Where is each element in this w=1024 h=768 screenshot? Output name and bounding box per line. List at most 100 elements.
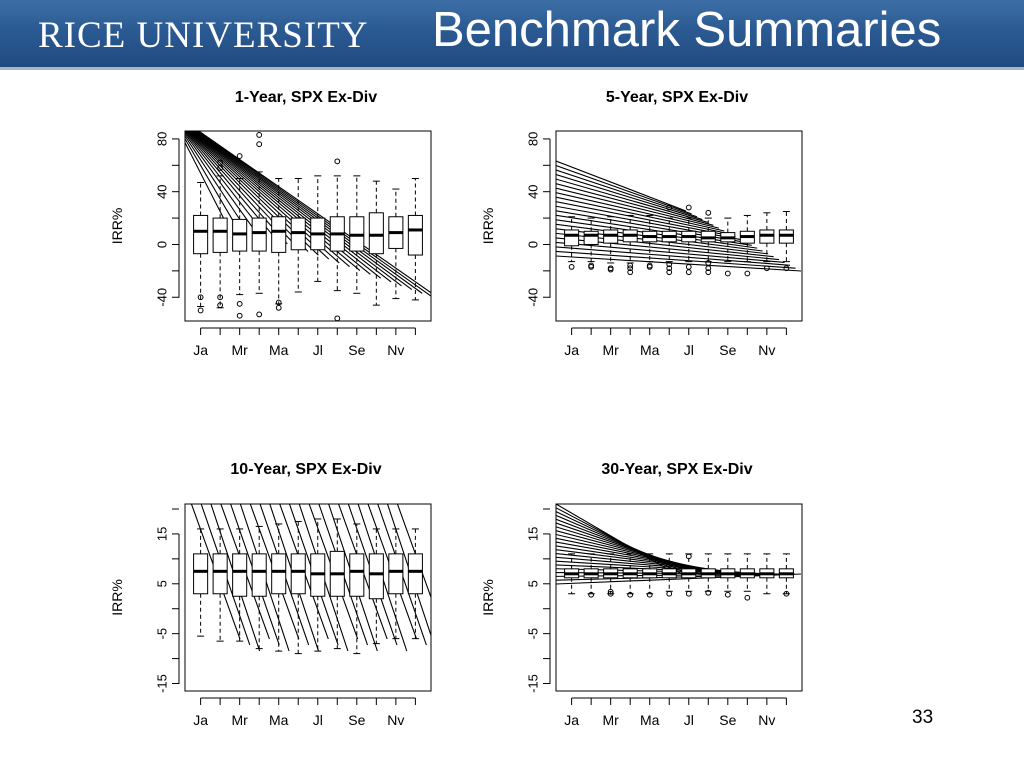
box-iqr xyxy=(407,553,423,595)
outlier-point xyxy=(724,591,731,598)
x-tick-label: Ja xyxy=(193,712,208,728)
y-axis: -15 -5 5 15 xyxy=(154,508,180,693)
x-tick-label: Nv xyxy=(387,712,404,728)
outlier-point xyxy=(627,262,634,269)
box-Apr xyxy=(622,214,638,276)
trajectory-line xyxy=(185,135,247,229)
y-tick-label: 80 xyxy=(154,132,169,146)
box-Dec xyxy=(407,178,423,301)
trajectory-line xyxy=(556,246,791,266)
outlier-point xyxy=(217,294,224,301)
x-tick-label: Ma xyxy=(269,712,289,728)
trajectory-line xyxy=(185,131,267,237)
y-tick-label: 5 xyxy=(525,580,540,587)
outlier-point xyxy=(607,266,614,273)
outlier-point xyxy=(763,265,770,272)
outlier-point xyxy=(217,165,224,171)
trajectory-line xyxy=(185,131,288,245)
trajectory-line xyxy=(556,214,752,246)
box-iqr xyxy=(583,230,599,245)
box-Oct xyxy=(368,528,384,645)
box-Sep xyxy=(720,217,736,277)
outlier-point xyxy=(588,264,595,270)
trajectory-line xyxy=(556,187,719,229)
chart-title: 30-Year, SPX Ex-Div xyxy=(601,461,752,478)
box-iqr xyxy=(251,553,267,597)
x-tick-label: Ja xyxy=(193,342,208,358)
slide-title: Benchmark Summaries xyxy=(432,3,942,57)
x-tick-label: Jl xyxy=(684,712,694,728)
trajectory-lines xyxy=(556,160,802,272)
outlier-point xyxy=(588,591,595,598)
outlier-point xyxy=(197,294,204,301)
box-iqr xyxy=(212,553,228,595)
box-Aug xyxy=(700,209,716,276)
x-tick-label: Jl xyxy=(313,342,323,358)
outlier-point xyxy=(236,153,243,159)
plot-frame xyxy=(555,130,803,322)
outlier-point xyxy=(744,594,751,601)
outlier-point xyxy=(685,204,692,211)
box-Nov xyxy=(759,212,775,272)
y-tick-label: -5 xyxy=(525,628,540,640)
y-tick-label: 0 xyxy=(154,241,169,248)
trajectory-line xyxy=(194,131,392,283)
y-tick-label: -40 xyxy=(525,288,540,307)
y-axis: -40 0 40 80 xyxy=(525,132,551,307)
box-Jun xyxy=(661,204,677,276)
trajectory-line xyxy=(185,132,257,233)
box-iqr xyxy=(271,553,287,595)
x-axis: Ja Mr Ma Jl Se Nv xyxy=(193,327,416,358)
plot-frame xyxy=(555,503,803,692)
chart-panel-3: 10-Year, SPX Ex-Div IRR% -15 -5 5 15 Ja Mr Ma Jl S… xyxy=(109,461,432,728)
box-Apr xyxy=(622,553,638,598)
box-Apr xyxy=(251,525,267,650)
x-tick-label: Mr xyxy=(603,342,620,358)
y-tick-label: 5 xyxy=(154,580,169,587)
box-Sep xyxy=(349,175,365,294)
box-iqr xyxy=(368,212,384,255)
plot-frame xyxy=(184,130,432,322)
x-tick-label: Se xyxy=(348,342,365,358)
outlier-point xyxy=(685,553,692,560)
y-tick-label: -15 xyxy=(154,674,169,693)
trajectory-line xyxy=(556,250,796,269)
trajectory-line xyxy=(195,131,413,291)
trajectory-line xyxy=(197,131,431,294)
outlier-point xyxy=(783,590,790,597)
outlier-point xyxy=(646,264,653,270)
box-iqr xyxy=(232,553,248,597)
outlier-point xyxy=(783,265,790,272)
box-Jul xyxy=(681,553,697,597)
box-Dec xyxy=(778,553,794,597)
box-Jun xyxy=(290,178,306,293)
box-Jun xyxy=(661,553,677,597)
box-iqr xyxy=(290,553,306,595)
outlier-point xyxy=(705,265,712,272)
outlier-point xyxy=(666,261,673,268)
chart-title: 1-Year, SPX Ex-Div xyxy=(235,89,377,106)
trajectory-lines xyxy=(185,131,431,297)
x-tick-label: Ja xyxy=(564,342,579,358)
trajectory-line xyxy=(196,131,423,294)
box-iqr xyxy=(564,229,580,247)
trajectory-line xyxy=(187,131,309,252)
chart-title: 10-Year, SPX Ex-Div xyxy=(230,461,381,478)
box-iqr xyxy=(271,216,287,253)
x-tick-label: Mr xyxy=(232,712,249,728)
y-axis-label: IRR% xyxy=(480,208,496,245)
trajectory-line xyxy=(556,255,802,272)
trajectory-line xyxy=(556,178,709,223)
box-Apr xyxy=(251,132,267,318)
trajectory-line xyxy=(556,169,698,218)
box-May xyxy=(642,553,658,598)
box-Mar xyxy=(603,553,619,597)
box-iqr xyxy=(212,217,228,253)
box-Oct xyxy=(739,553,755,601)
outlier-point xyxy=(334,158,341,165)
outlier-point xyxy=(666,269,673,276)
y-axis-label: IRR% xyxy=(480,579,496,616)
y-tick-label: -40 xyxy=(154,288,169,307)
trajectory-line xyxy=(556,160,687,212)
